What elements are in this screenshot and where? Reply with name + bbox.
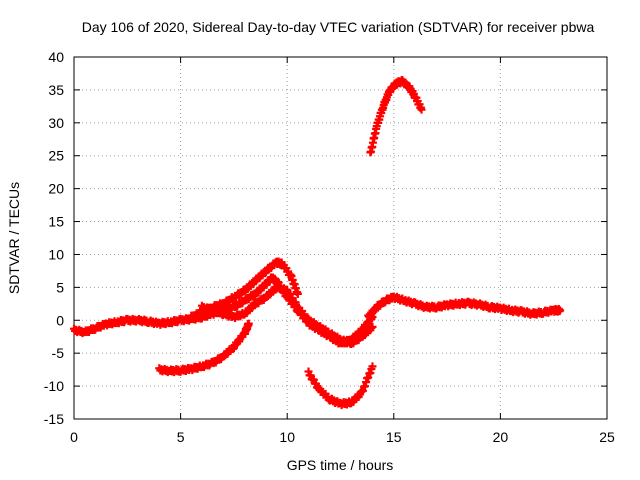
x-tick-label: 0 xyxy=(70,429,78,445)
y-tick-label: 0 xyxy=(56,312,64,328)
data-point xyxy=(556,306,565,315)
data-point xyxy=(244,319,253,328)
x-axis-title: GPS time / hours xyxy=(287,457,394,473)
series-track-g xyxy=(364,292,565,321)
x-tick-label: 10 xyxy=(279,429,295,445)
x-tick-label: 5 xyxy=(177,429,185,445)
y-tick-label: 15 xyxy=(48,214,64,230)
series-track-e xyxy=(304,362,377,410)
y-tick-label: 30 xyxy=(48,115,64,131)
y-tick-labels: -15 -10 -5 0 5 10 15 20 25 30 35 40 xyxy=(44,49,64,427)
x-tick-labels: 0 5 10 15 20 25 xyxy=(70,429,615,445)
series-track-f xyxy=(366,75,426,157)
y-tick-label: 40 xyxy=(48,49,64,65)
y-tick-label: 10 xyxy=(48,246,64,262)
data-point xyxy=(417,105,426,114)
plot-frame xyxy=(73,56,608,420)
y-axis-title: SDTVAR / TECUs xyxy=(6,182,22,294)
y-tick-label: -5 xyxy=(52,345,65,361)
data-marks xyxy=(70,75,565,410)
y-tick-label: -10 xyxy=(44,378,64,394)
data-point xyxy=(368,362,377,371)
series-track-c xyxy=(155,319,253,377)
data-point xyxy=(293,289,302,298)
series-track-d xyxy=(197,282,377,349)
y-tick-label: 20 xyxy=(48,181,64,197)
data-point xyxy=(368,322,377,331)
grid-lines xyxy=(74,57,607,419)
y-tick-label: 25 xyxy=(48,148,64,164)
y-tick-label: 35 xyxy=(48,82,64,98)
axis-ticks xyxy=(73,56,608,420)
x-tick-label: 25 xyxy=(599,429,615,445)
x-tick-label: 15 xyxy=(386,429,402,445)
y-tick-label: -15 xyxy=(44,411,64,427)
y-tick-label: 5 xyxy=(56,279,64,295)
chart-title: Day 106 of 2020, Sidereal Day-to-day VTE… xyxy=(82,19,595,35)
x-tick-label: 20 xyxy=(493,429,509,445)
